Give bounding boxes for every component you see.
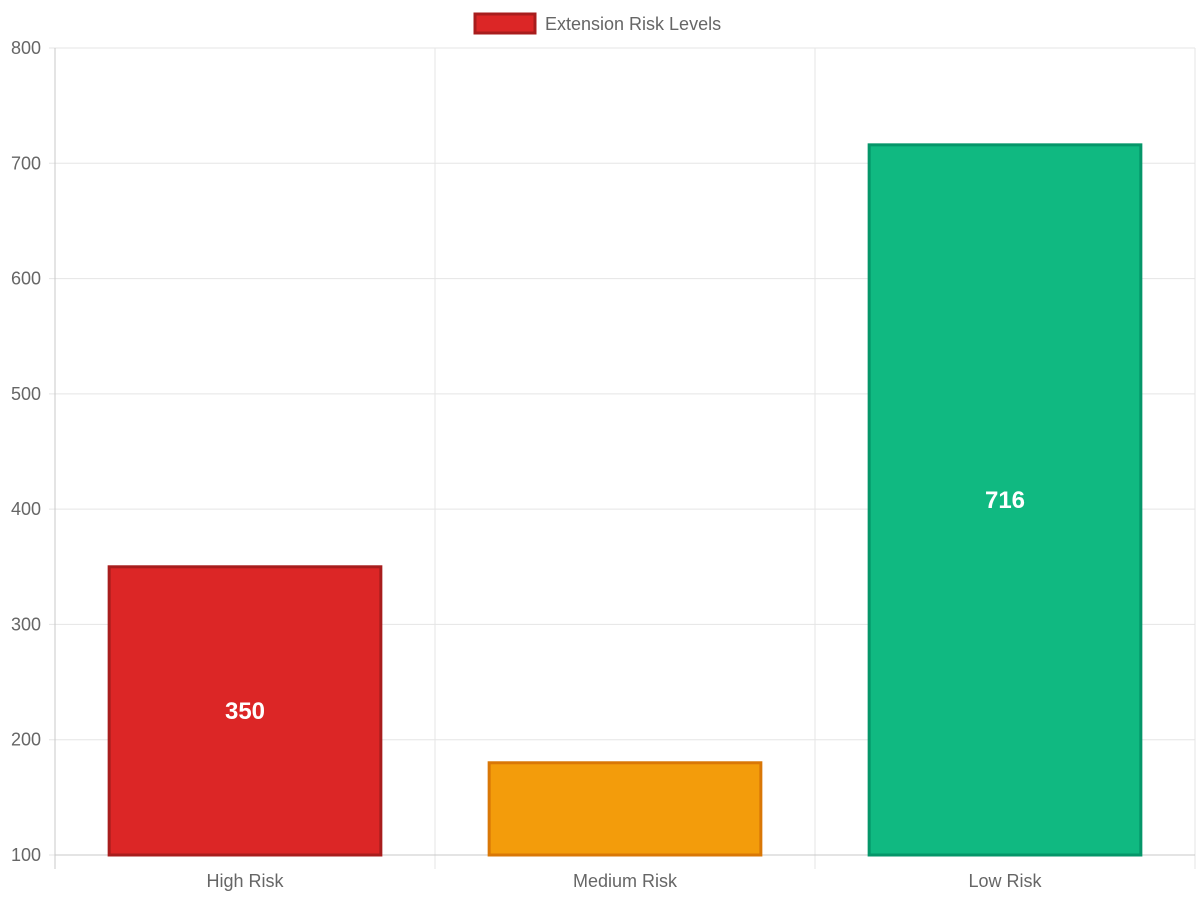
y-tick-label: 600	[11, 269, 41, 289]
x-tick-label: Medium Risk	[573, 871, 678, 891]
data-label: 716	[985, 487, 1025, 514]
legend-swatch[interactable]	[473, 12, 537, 35]
y-tick-label: 300	[11, 614, 41, 634]
y-tick-label: 200	[11, 730, 41, 750]
y-tick-label: 400	[11, 499, 41, 519]
data-label: 350	[225, 698, 265, 725]
y-tick-label: 100	[11, 845, 41, 865]
bar-high-risk[interactable]	[107, 565, 383, 857]
x-tick-label: High Risk	[206, 871, 284, 891]
y-tick-label: 500	[11, 384, 41, 404]
y-tick-label: 700	[11, 153, 41, 173]
y-tick-label: 800	[11, 38, 41, 58]
legend[interactable]: Extension Risk Levels	[473, 12, 721, 35]
bars	[107, 143, 1143, 857]
bar-medium-risk[interactable]	[487, 761, 763, 857]
data-labels: 350 716	[225, 487, 1025, 725]
legend-label[interactable]: Extension Risk Levels	[545, 14, 721, 34]
axes: 100 200 300 400 500 600 700 800 High Risk Medium …	[11, 38, 1195, 891]
bar-low-risk[interactable]	[867, 143, 1143, 857]
x-tick-label: Low Risk	[968, 871, 1042, 891]
